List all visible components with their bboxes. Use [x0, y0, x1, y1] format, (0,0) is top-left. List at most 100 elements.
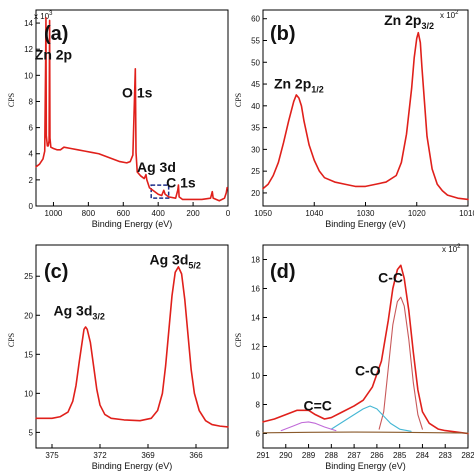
x-axis-label: Binding Energy (eV)	[92, 461, 173, 471]
peak-annotation: Ag 3d	[137, 159, 176, 175]
fit-component-line	[330, 405, 412, 432]
x-tick-label: 287	[347, 451, 361, 460]
x-tick-label: 600	[117, 209, 131, 218]
peak-annotation-text: Ag 3d	[149, 252, 188, 268]
x-tick-label: 200	[186, 209, 200, 218]
y-tick-label: 35	[251, 124, 260, 133]
y-exponent-base: x 10	[440, 11, 456, 20]
panel-b: 1050 1040 1030 1020 1010 20 25 30 35 40 45 50 55 60 Bi…	[234, 9, 474, 229]
peak-annotation-text: C-C	[378, 270, 403, 286]
x-tick-label: 290	[279, 451, 293, 460]
y-tick-label: 10	[251, 372, 260, 381]
x-tick-label: 375	[45, 451, 59, 460]
peak-annotation-subscript: 1/2	[311, 84, 324, 94]
y-tick-label: 18	[251, 256, 260, 265]
y-tick-label: 14	[24, 19, 33, 28]
y-tick-label: 55	[251, 36, 260, 45]
peak-annotation-text: Zn 2p	[35, 47, 72, 63]
panel-label: (c)	[44, 261, 68, 283]
x-tick-label: 289	[302, 451, 316, 460]
y-exponent-base: x 10	[442, 245, 458, 254]
x-tick-label: 1000	[45, 209, 63, 218]
y-exponent-power: 3	[49, 11, 53, 17]
x-axis-label: Binding Energy (eV)	[92, 219, 173, 229]
x-tick-label: 285	[393, 451, 407, 460]
peak-annotation-subscript: 3/2	[421, 21, 434, 31]
y-tick-label: 50	[251, 58, 260, 67]
y-tick-label: 25	[24, 272, 33, 281]
peak-annotation-text: O 1s	[122, 85, 153, 101]
peak-annotation: Zn 2p3/2	[384, 12, 434, 31]
panel-label: (d)	[270, 261, 296, 283]
y-axis-label: CPS	[234, 93, 243, 107]
y-axis-label: CPS	[7, 333, 16, 347]
fit-component-line	[262, 431, 469, 434]
y-tick-label: 5	[29, 428, 34, 437]
y-exponent-power: 2	[457, 244, 461, 250]
y-tick-label: 60	[251, 15, 260, 24]
x-tick-label: 1010	[459, 209, 474, 218]
spectrum-line	[35, 266, 229, 428]
x-tick-label: 369	[141, 451, 155, 460]
peak-annotation: C=C	[303, 397, 331, 413]
y-tick-label: 10	[24, 389, 33, 398]
y-tick-label: 15	[24, 350, 33, 359]
y-tick-label: 14	[251, 314, 260, 323]
y-tick-label: 0	[29, 202, 34, 211]
peak-annotation: Ag 3d3/2	[53, 302, 104, 321]
x-tick-label: 366	[189, 451, 203, 460]
y-tick-label: 30	[251, 145, 260, 154]
plot-frame	[35, 9, 229, 207]
y-exponent-label: x 103	[34, 11, 53, 21]
panel-label: (b)	[270, 23, 296, 45]
peak-annotation-text: C 1s	[166, 175, 196, 191]
y-tick-label: 20	[24, 311, 33, 320]
y-tick-label: 12	[24, 45, 33, 54]
panel-label: (a)	[44, 23, 68, 45]
peak-annotation: C-O	[355, 363, 381, 379]
x-tick-label: 284	[416, 451, 430, 460]
y-tick-label: 20	[251, 189, 260, 198]
y-tick-label: 45	[251, 80, 260, 89]
peak-annotation: Zn 2p1/2	[274, 75, 324, 94]
plot-frame	[35, 244, 229, 449]
y-tick-label: 8	[256, 401, 261, 410]
x-tick-label: 1040	[305, 209, 323, 218]
x-tick-label: 283	[439, 451, 453, 460]
peak-annotation-text: C=C	[303, 397, 331, 413]
panel-c: 375 372 369 366 5 10 15 20 25 Binding Energy (eV)…	[7, 244, 229, 471]
y-tick-label: 12	[251, 343, 260, 352]
x-tick-label: 372	[93, 451, 107, 460]
peak-annotation: O 1s	[122, 85, 153, 101]
peak-annotation: Ag 3d5/2	[149, 252, 200, 271]
x-axis-label: Binding Energy (eV)	[325, 461, 406, 471]
peak-annotation: C 1s	[166, 175, 196, 191]
x-tick-label: 286	[370, 451, 384, 460]
peak-annotation-subscript: 5/2	[188, 261, 201, 271]
x-tick-label: 800	[82, 209, 96, 218]
fit-component-line	[378, 296, 423, 430]
spectrum-line	[262, 264, 469, 435]
y-tick-label: 2	[29, 176, 34, 185]
x-tick-label: 291	[256, 451, 270, 460]
x-tick-label: 1050	[254, 209, 272, 218]
x-tick-label: 282	[461, 451, 474, 460]
x-tick-label: 1030	[357, 209, 375, 218]
y-tick-label: 8	[29, 97, 34, 106]
peak-annotation: C-C	[378, 270, 403, 286]
x-axis-label: Binding Energy (eV)	[325, 219, 406, 229]
y-tick-label: 6	[29, 124, 34, 133]
y-tick-label: 25	[251, 167, 260, 176]
y-exponent-label: x 102	[440, 10, 459, 20]
y-exponent-base: x 10	[34, 12, 50, 21]
peak-annotation-text: Zn 2p	[274, 75, 311, 91]
y-exponent-label: x 102	[442, 244, 461, 254]
x-tick-label: 400	[152, 209, 166, 218]
peak-annotation: Zn 2p	[35, 47, 72, 63]
y-tick-label: 6	[256, 430, 261, 439]
x-tick-label: 1020	[408, 209, 426, 218]
x-tick-label: 288	[325, 451, 339, 460]
x-tick-label: 0	[226, 209, 231, 218]
spectrum-line	[262, 31, 469, 201]
